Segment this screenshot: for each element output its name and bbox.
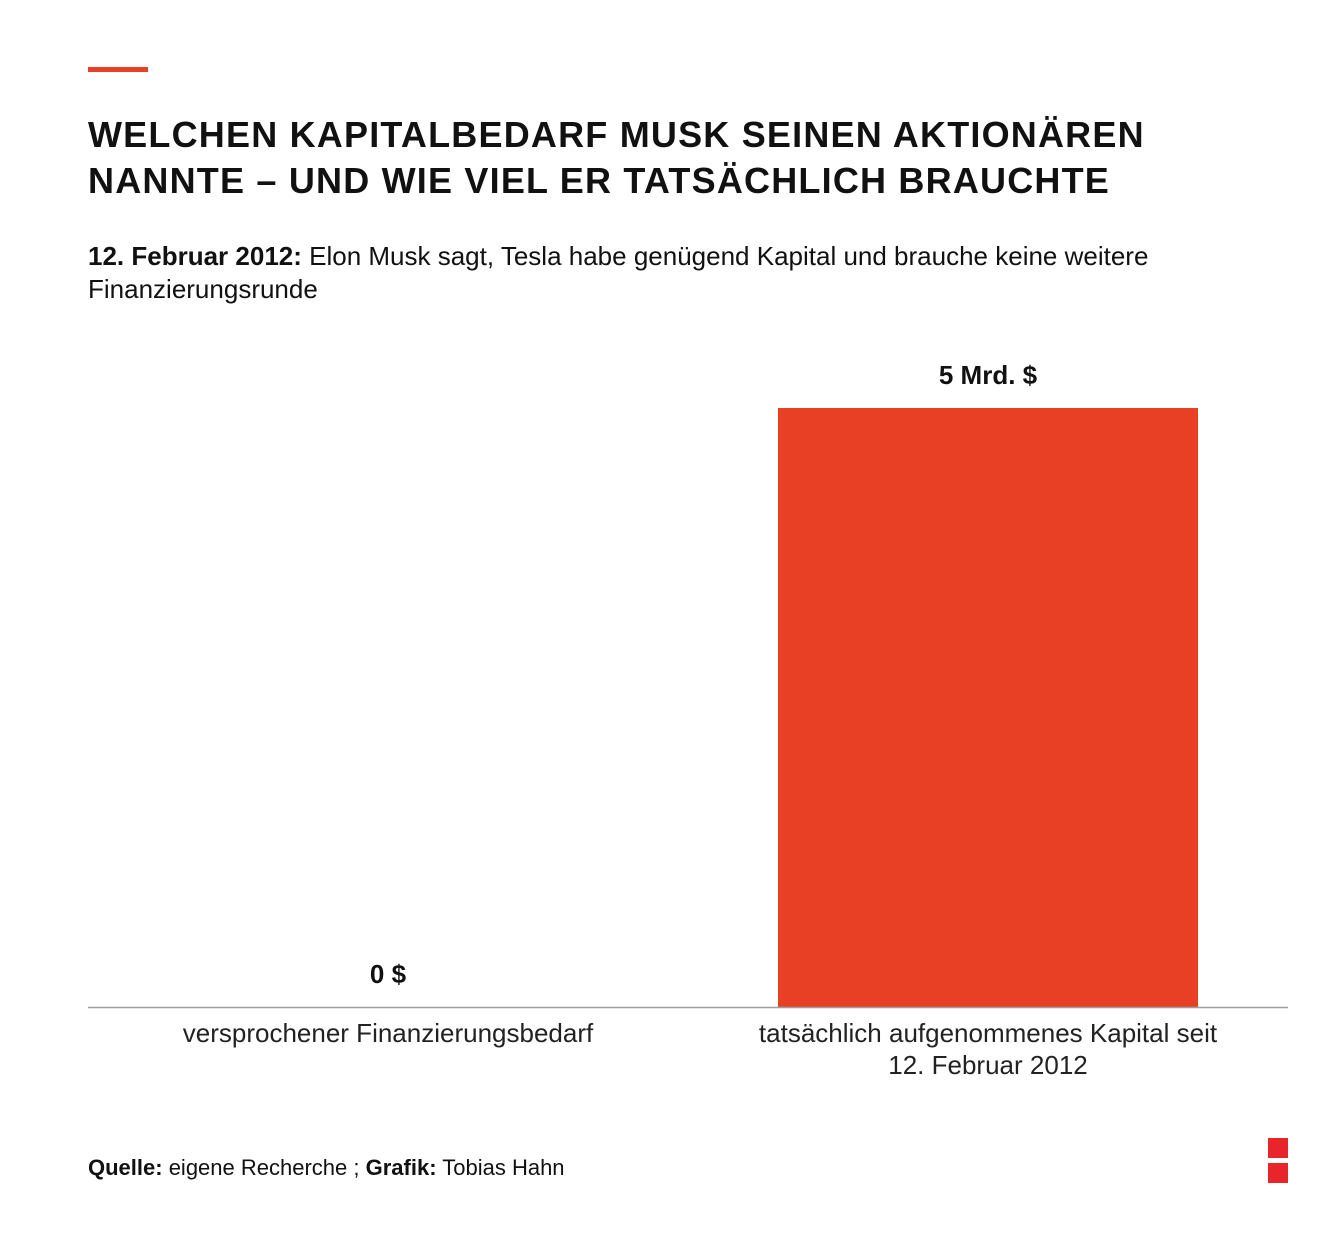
chart-subtitle: 12. Februar 2012: Elon Musk sagt, Tesla … bbox=[88, 240, 1288, 306]
credit-text: Tobias Hahn bbox=[436, 1155, 565, 1180]
chart-footer: Quelle: eigene Recherche ; Grafik: Tobia… bbox=[88, 1154, 565, 1182]
subtitle-date: 12. Februar 2012: bbox=[88, 241, 302, 271]
chart-title-line-2: nannte – und wie viel er tatsächlich bra… bbox=[88, 160, 1111, 201]
category-label-2-line-1: tatsächlich aufgenommenes Kapital seit bbox=[759, 1018, 1218, 1048]
logo-square-top bbox=[1268, 1138, 1288, 1158]
source-label: Quelle: bbox=[88, 1155, 163, 1180]
data-label-2: 5 Mrd. $ bbox=[939, 360, 1038, 390]
source-text: eigene Recherche ; bbox=[162, 1155, 366, 1180]
chart-title-line-1: Welchen Kapitalbedarf Musk seinen Aktion… bbox=[88, 114, 1145, 155]
publisher-logo bbox=[1268, 1138, 1288, 1183]
data-label-1: 0 $ bbox=[370, 959, 407, 989]
category-label-1-line-1: versprochener Finanzierungsbedarf bbox=[183, 1018, 594, 1048]
accent-line bbox=[88, 67, 148, 72]
subtitle-text: Elon Musk sagt, Tesla habe genügend Kapi… bbox=[88, 241, 1149, 304]
chart-title: Welchen Kapitalbedarf Musk seinen Aktion… bbox=[88, 112, 1288, 204]
category-label-2-line-2: 12. Februar 2012 bbox=[888, 1050, 1087, 1080]
bar-2 bbox=[778, 408, 1198, 1007]
logo-square-bottom bbox=[1268, 1163, 1288, 1183]
credit-label: Grafik: bbox=[365, 1155, 437, 1180]
